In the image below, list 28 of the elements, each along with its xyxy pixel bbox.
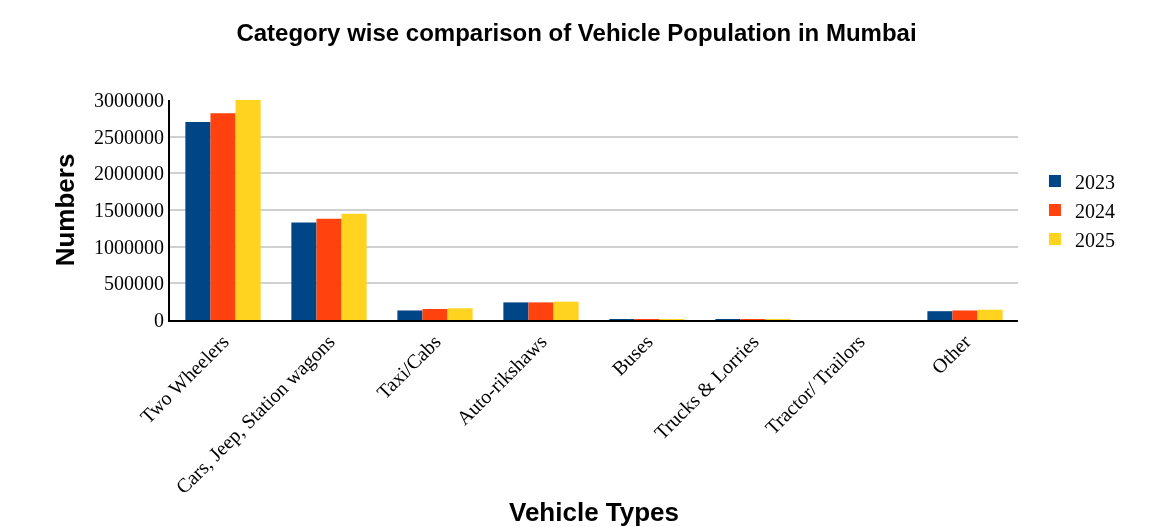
bar (422, 309, 448, 320)
bar (341, 213, 367, 320)
y-tick-label: 1000000 (94, 235, 164, 258)
bar (528, 302, 554, 320)
legend-label: 2025 (1074, 228, 1115, 251)
bar (235, 100, 261, 320)
bar (503, 302, 529, 320)
chart-title: Category wise comparison of Vehicle Population in Mumbai (236, 18, 917, 46)
y-tick-label: 2000000 (94, 162, 164, 185)
x-axis-title: Vehicle Types (508, 496, 680, 527)
bar (185, 122, 211, 320)
y-tick-label: 2500000 (94, 125, 164, 148)
y-tick-label: 3000000 (94, 89, 164, 111)
y-tick-label: 1500000 (94, 199, 164, 221)
bar (447, 308, 473, 320)
bar (977, 309, 1003, 320)
bar (291, 222, 317, 320)
bar (553, 301, 579, 320)
bar (927, 311, 953, 320)
y-tick-label: 0 (154, 309, 164, 331)
bar (210, 113, 236, 320)
legend-label: 2024 (1074, 199, 1115, 222)
y-axis-title: Numbers (49, 153, 80, 267)
bar (952, 310, 978, 320)
legend-label: 2023 (1074, 170, 1115, 193)
bar (316, 218, 342, 320)
y-tick-label: 500000 (104, 272, 164, 295)
bar (397, 310, 423, 320)
